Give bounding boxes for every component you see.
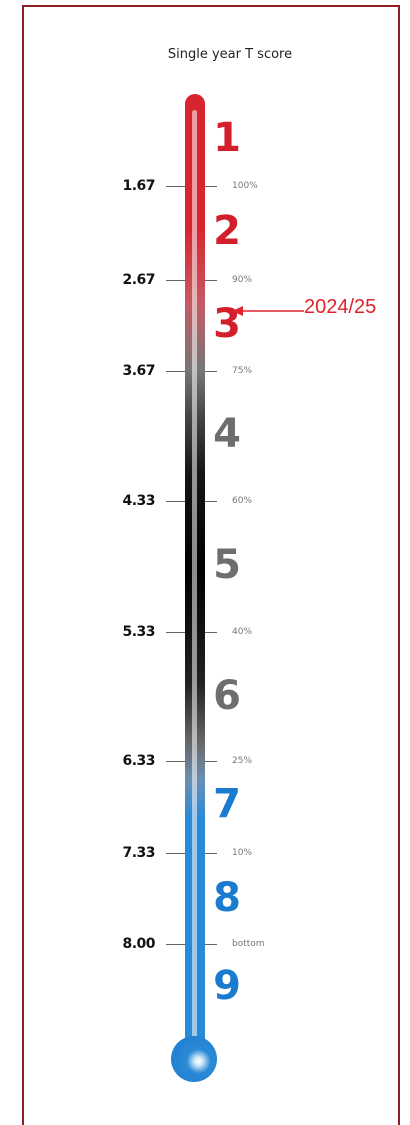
marker-label: 2024/25 xyxy=(304,296,377,318)
band-number: 1 xyxy=(213,115,241,161)
tick-right xyxy=(205,501,217,502)
chart-title: Single year T score xyxy=(167,47,293,62)
tick-left xyxy=(166,280,185,281)
percentile-label: 40% xyxy=(232,627,253,637)
percentile-label: 25% xyxy=(232,756,253,766)
score-label: 1.67 xyxy=(122,178,155,194)
band-number: 8 xyxy=(213,875,241,921)
tick-right xyxy=(205,853,217,854)
tick-right xyxy=(205,186,217,187)
percentile-label: 10% xyxy=(232,848,253,858)
tick-left xyxy=(166,853,185,854)
tick-right xyxy=(205,371,217,372)
tick-right xyxy=(205,761,217,762)
band-number: 5 xyxy=(213,542,241,588)
percentile-label: 90% xyxy=(232,275,253,285)
score-label: 5.33 xyxy=(122,624,155,640)
percentile-label: 100% xyxy=(232,181,258,191)
score-label: 3.67 xyxy=(122,363,155,379)
score-label: 2.67 xyxy=(122,272,155,288)
band-number: 4 xyxy=(213,411,241,457)
tick-left xyxy=(166,371,185,372)
tick-right xyxy=(205,280,217,281)
band-number: 7 xyxy=(213,781,241,827)
percentile-label: bottom xyxy=(232,939,265,949)
chart-frame xyxy=(22,5,400,1125)
band-number: 6 xyxy=(213,673,241,719)
percentile-label: 60% xyxy=(232,496,253,506)
tick-right xyxy=(205,632,217,633)
tick-right xyxy=(205,944,217,945)
thermometer-highlight xyxy=(192,110,197,1046)
tick-left xyxy=(166,501,185,502)
tick-left xyxy=(166,761,185,762)
band-number: 9 xyxy=(213,963,241,1009)
percentile-label: 75% xyxy=(232,366,253,376)
score-label: 8.00 xyxy=(122,936,155,952)
marker-arrow xyxy=(232,306,304,316)
score-label: 4.33 xyxy=(122,493,155,509)
score-label: 7.33 xyxy=(122,845,155,861)
tick-left xyxy=(166,632,185,633)
thermometer-bulb xyxy=(171,1036,217,1082)
tick-left xyxy=(166,944,185,945)
band-number: 2 xyxy=(213,208,241,254)
tick-left xyxy=(166,186,185,187)
score-label: 6.33 xyxy=(122,753,155,769)
